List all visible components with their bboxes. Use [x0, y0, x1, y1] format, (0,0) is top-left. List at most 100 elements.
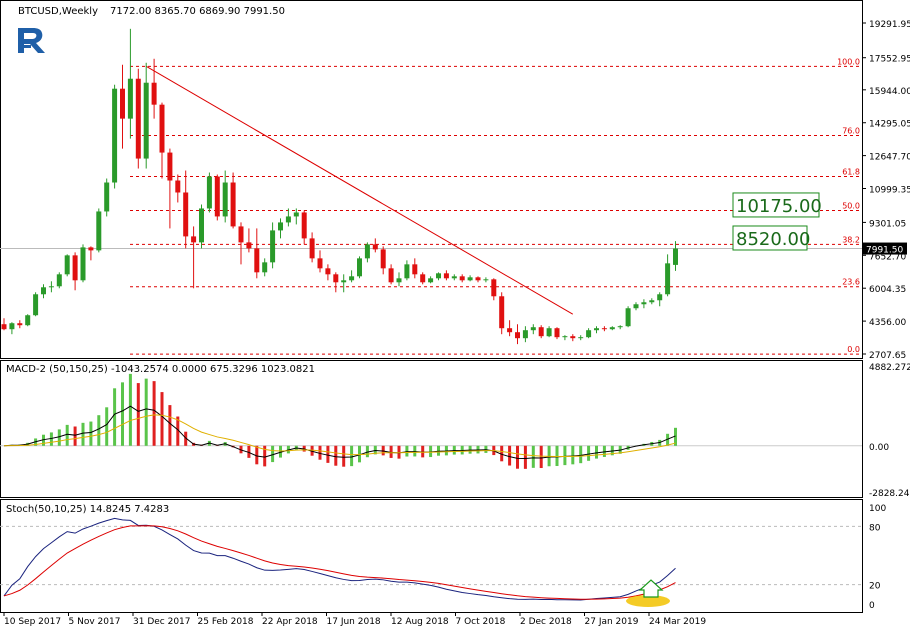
candle-body [325, 268, 331, 275]
candle-body [262, 262, 268, 273]
candle-body [649, 300, 655, 303]
macd-layer [0, 373, 862, 469]
candle-body [483, 279, 489, 281]
macd-axis-label: 4882.2729 [869, 363, 910, 373]
candle-body [459, 276, 465, 281]
candle-body [175, 180, 181, 193]
price-annotation-box [732, 192, 820, 218]
candle-body [159, 104, 165, 153]
chart-header-symbol: BTCUSD,Weekly [18, 6, 98, 17]
candle-body [467, 277, 473, 281]
candle-body [601, 328, 607, 330]
candle-body [191, 236, 197, 243]
candle-body [1, 324, 7, 330]
candle-body [507, 328, 513, 333]
candle-body [64, 255, 70, 275]
candle-body [167, 152, 173, 181]
stoch-axis-label: 20 [869, 582, 881, 592]
current-price-box [863, 242, 907, 255]
macd-axis-label: 0.00 [869, 443, 889, 453]
macd-axis-label: -2828.2431 [869, 489, 910, 499]
candle-body [641, 302, 647, 305]
price-axis-label: 19291.95 [869, 20, 910, 30]
price-axis-label: 15944.00 [869, 87, 910, 97]
stoch-panel-frame [0, 499, 863, 613]
macd-label: MACD-2 (50,150,25) -1043.2574 0.0000 675… [6, 364, 315, 375]
candle-body [96, 211, 102, 251]
candle-body [428, 278, 434, 283]
stoch-d-line [3, 525, 676, 600]
stoch-axis-label: 0 [869, 601, 875, 611]
candle-body [285, 216, 291, 223]
price-panel-frame [0, 0, 863, 359]
candle-body [388, 268, 394, 283]
time-axis-label: 25 Feb 2018 [198, 617, 254, 627]
candle-body [206, 176, 212, 209]
candle-body [230, 182, 236, 227]
candle-body [56, 274, 62, 287]
stoch-axis-label: 100 [869, 504, 886, 514]
fib-level-label: 76.0 [842, 127, 860, 136]
candle-body [594, 328, 599, 331]
candle-body [364, 244, 370, 259]
candle-body [570, 336, 576, 339]
price-layer: 100.0 76.0 61.8 50.0 38.2 23.6 0.0 10175.00 8520… [0, 28, 862, 355]
candle-body [17, 323, 23, 326]
candle-body [522, 330, 528, 339]
price-axis-label: 10999.35 [869, 186, 910, 196]
candle-body [333, 274, 339, 283]
candle-body [254, 248, 260, 273]
time-axis-label: 22 Apr 2018 [262, 617, 318, 627]
candle-body [151, 82, 157, 105]
time-axis-label: 7 Oct 2018 [456, 617, 506, 627]
price-axis-label: 14295.05 [869, 120, 910, 130]
time-axis-label: 31 Dec 2017 [133, 617, 191, 627]
candle-body [317, 258, 323, 269]
price-annotation-label: 10175.00 [736, 196, 822, 217]
price-axis-label: 4356.00 [869, 318, 906, 328]
candle-body [112, 88, 118, 183]
trend-line [145, 65, 574, 315]
stoch-axis-label: 80 [869, 523, 881, 533]
price-axis-label: 12647.70 [869, 153, 910, 163]
price-annotation-box [732, 225, 808, 251]
chart-header-ohlc: 7172.00 8365.70 6869.90 7991.50 [110, 6, 285, 17]
candle-body [372, 244, 378, 250]
candle-body [443, 273, 449, 279]
candle-body [554, 328, 560, 338]
candle-body [127, 78, 133, 119]
candle-body [546, 328, 552, 337]
candle-body [475, 277, 481, 281]
candle-body [665, 263, 671, 295]
candle-body [349, 276, 355, 281]
candle-body [530, 327, 536, 331]
time-axis-label: 5 Nov 2017 [69, 617, 121, 627]
candle-body [380, 249, 386, 269]
candle-body [491, 279, 497, 297]
candle-body [270, 230, 276, 263]
candle-body [80, 247, 86, 281]
candle-body [278, 222, 283, 231]
time-axis-label: 24 Mar 2019 [649, 617, 706, 627]
fib-level-label: 38.2 [842, 235, 860, 244]
candle-body [412, 264, 418, 275]
fib-level-label: 23.6 [842, 278, 860, 287]
time-axis-label: 10 Sep 2017 [4, 617, 61, 627]
macd-signal-line [3, 414, 676, 457]
price-axis-label: 2707.65 [869, 351, 906, 361]
candle-body [617, 326, 623, 328]
candle-body [301, 212, 307, 239]
macd-line [3, 405, 676, 459]
candle-body [673, 248, 678, 265]
candle-body [104, 182, 110, 212]
price-axis-label: 17552.95 [869, 55, 910, 65]
candle-body [309, 238, 315, 259]
candle-body [120, 88, 125, 119]
candle-body [72, 255, 78, 281]
price-axis-label: 9301.05 [869, 219, 906, 229]
candle-body [33, 294, 39, 316]
stoch-layer [0, 517, 862, 607]
candle-body [420, 274, 426, 283]
time-axis-label: 2 Dec 2018 [520, 617, 572, 627]
